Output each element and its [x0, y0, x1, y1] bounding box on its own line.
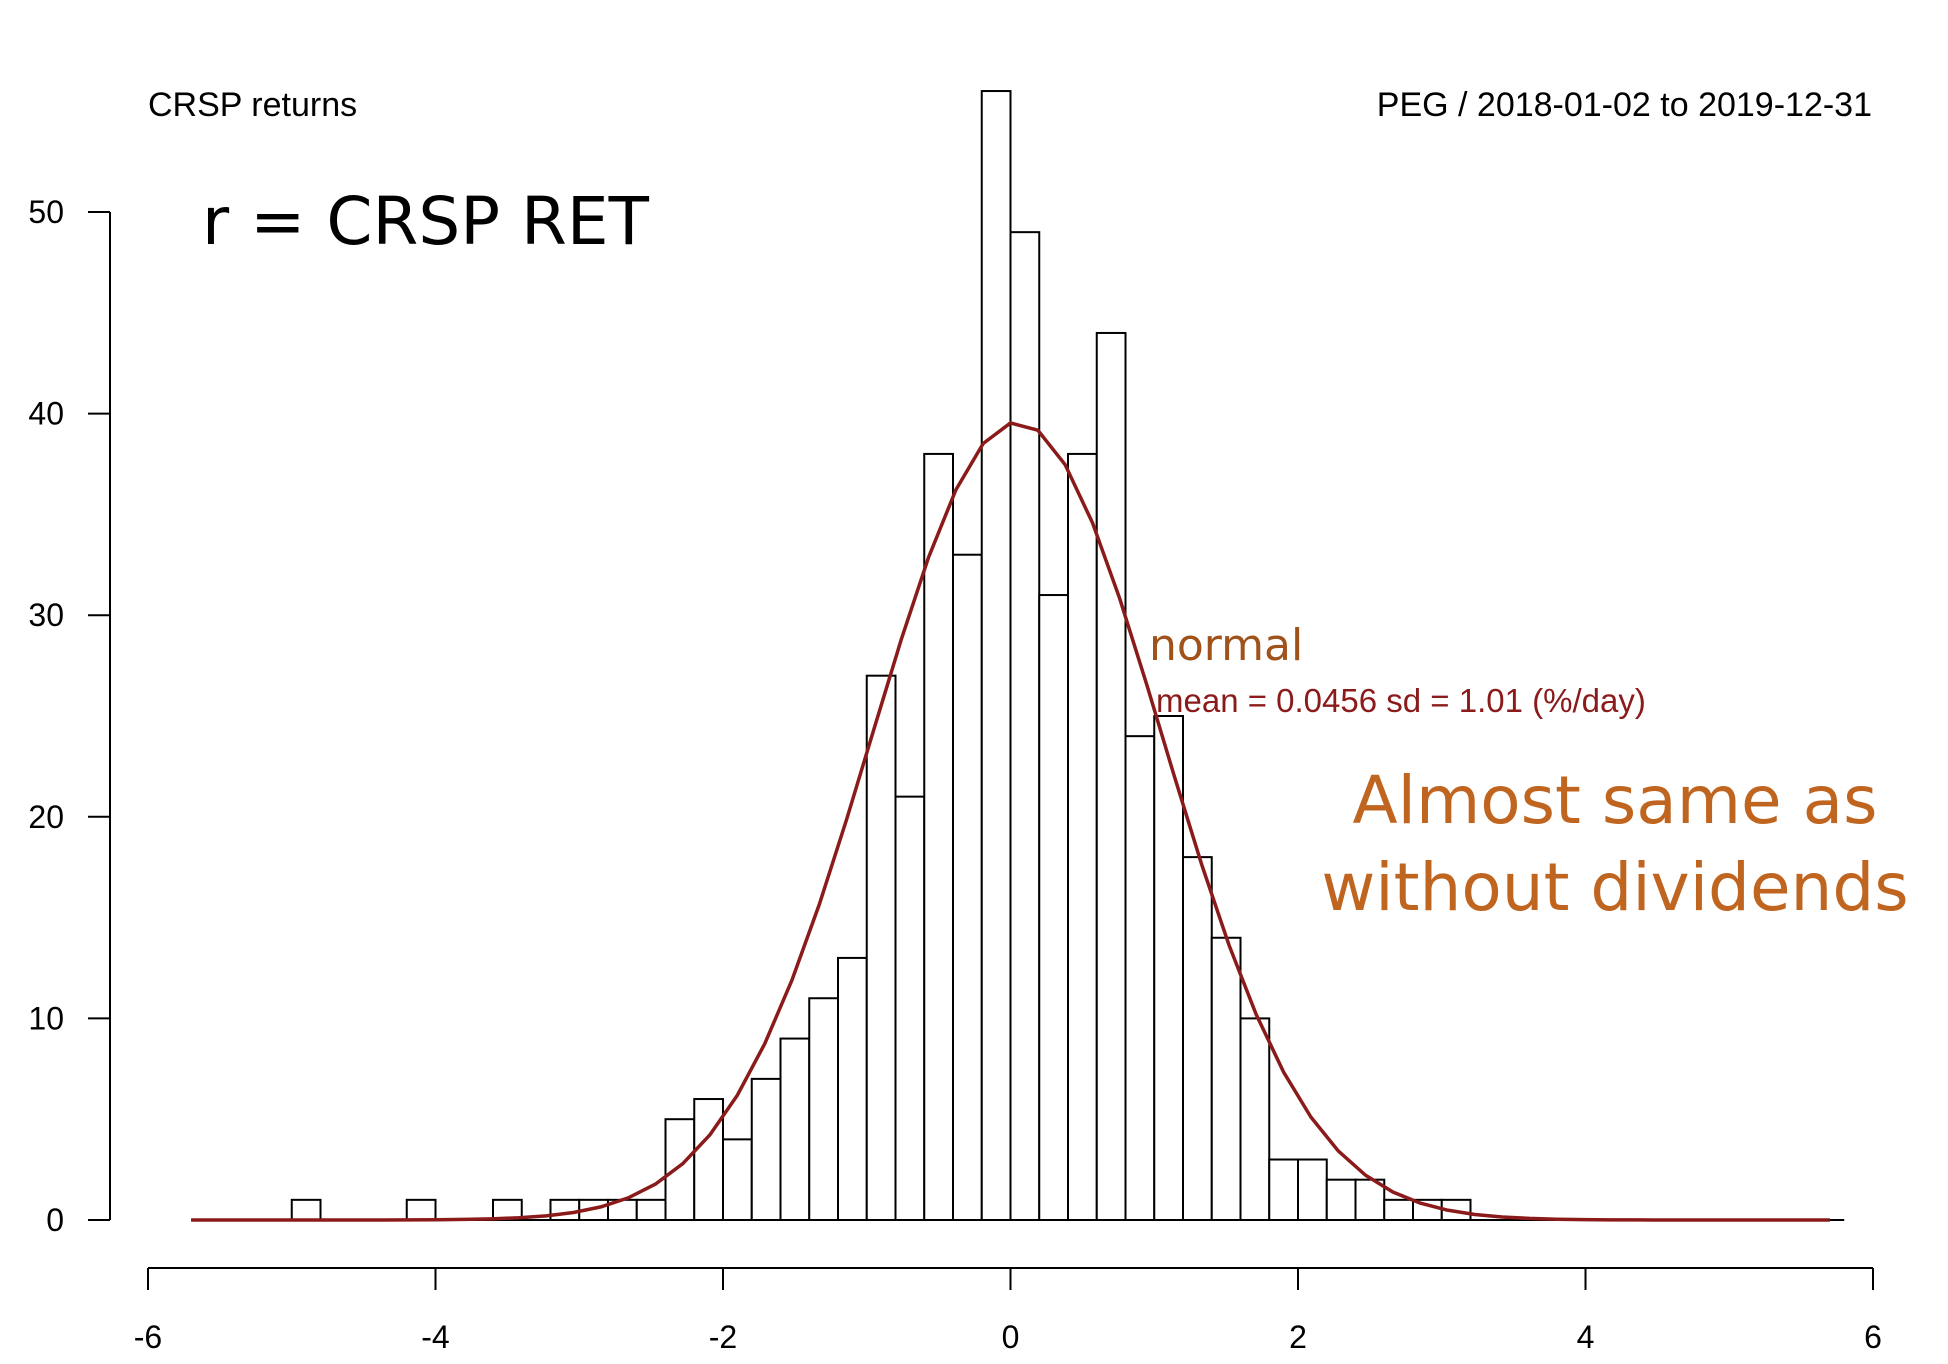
histogram-bar [1009, 231, 1041, 1222]
headline-label: r = CRSP RET [202, 183, 650, 260]
normal-curve-label: normal [1149, 620, 1303, 671]
x-tick-label: 2 [1289, 1319, 1307, 1355]
normal-curve-line [191, 421, 1830, 1222]
histogram-bar [894, 795, 926, 1221]
histogram-bar [1124, 735, 1156, 1221]
histogram-bar [923, 452, 954, 1222]
histogram-bar [980, 90, 1012, 1221]
y-axis: 0 10 20 30 40 50 [28, 194, 111, 1238]
y-tick-label: 30 [28, 597, 64, 633]
histogram-bar [664, 1118, 696, 1221]
histogram-bar [1095, 331, 1127, 1221]
histogram-bar [1383, 1198, 1414, 1221]
x-tick-label: -2 [709, 1319, 737, 1355]
histogram-bar [750, 1077, 782, 1221]
histogram-bar [722, 1138, 753, 1221]
top-left-label: CRSP returns [148, 86, 357, 124]
histogram-bar [549, 1198, 581, 1221]
x-tick-label: -6 [134, 1319, 162, 1355]
histogram-bar [635, 1198, 667, 1221]
y-tick-label: 20 [28, 799, 64, 835]
y-tick-label: 10 [28, 1000, 64, 1036]
histogram-bar [1297, 1158, 1328, 1222]
annotation-line-2: without dividends [1321, 849, 1908, 926]
x-tick-label: 6 [1864, 1319, 1882, 1355]
histogram-bar [1268, 1158, 1299, 1222]
histogram-bar [290, 1198, 322, 1221]
histogram-bar [693, 1098, 724, 1222]
histogram-bar [808, 997, 839, 1221]
histogram-bar [837, 956, 868, 1221]
histogram-bar [1210, 936, 1242, 1221]
x-tick-label: 4 [1577, 1319, 1595, 1355]
x-tick-label: 0 [1002, 1319, 1020, 1355]
normal-stats-label: mean = 0.0456 sd = 1.01 (%/day) [1156, 682, 1646, 719]
histogram-bar [1067, 452, 1098, 1222]
x-axis: -6 -4 -2 0 2 4 6 [134, 1267, 1882, 1355]
histogram-bar [1153, 715, 1184, 1221]
x-tick-label: -4 [421, 1319, 449, 1355]
histogram-bar [1239, 1017, 1271, 1222]
histogram-bar [1182, 856, 1213, 1221]
histogram-bar [779, 1037, 811, 1222]
annotation-line-1: Almost same as [1353, 762, 1878, 839]
histogram-bar [1325, 1178, 1357, 1222]
y-tick-label: 50 [28, 194, 64, 230]
histogram-bar [1038, 594, 1069, 1221]
histogram-bar [952, 553, 983, 1221]
histogram-bar [865, 674, 897, 1221]
y-tick-label: 0 [46, 1202, 64, 1238]
histogram-bar [405, 1198, 437, 1221]
top-right-label: PEG / 2018-01-02 to 2019-12-31 [1377, 86, 1872, 124]
y-tick-label: 40 [28, 396, 64, 432]
